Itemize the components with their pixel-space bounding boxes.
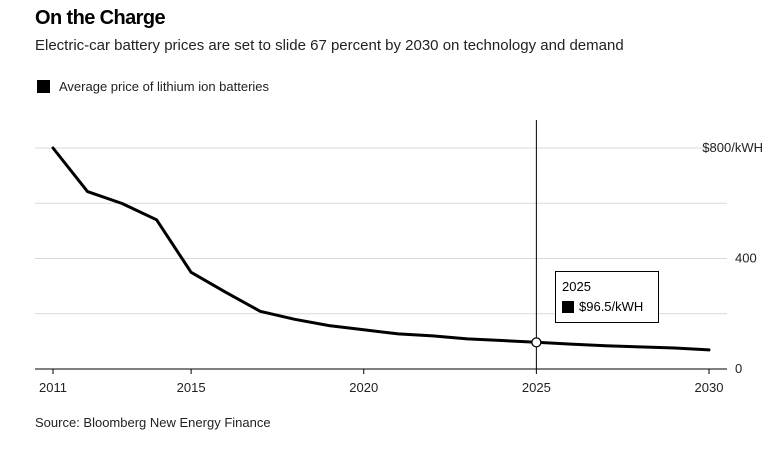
hover-tooltip: 2025 $96.5/kWH [555,271,659,323]
x-tick-label: 2011 [39,380,67,395]
y-tick-label: 0 [735,361,742,376]
chart-legend: Average price of lithium ion batteries [37,79,269,94]
x-tick-label: 2025 [522,380,551,395]
legend-label: Average price of lithium ion batteries [59,79,270,94]
series-line [51,146,711,352]
tooltip-year: 2025 [562,279,591,294]
x-tick-label: 2015 [177,380,206,395]
y-tick-label: 400 [735,251,757,266]
x-tick-label: 2020 [349,380,378,395]
chart-source: Source: Bloomberg New Energy Finance [35,415,271,430]
y-tick-label: $800/kWH [702,140,763,155]
x-tick-label: 2030 [695,380,724,395]
tooltip-value-row: $96.5/kWH [562,299,658,314]
tooltip-swatch [562,300,574,313]
legend-swatch [37,80,50,93]
chart-title: On the Charge [35,7,166,29]
hover-point [531,337,542,348]
tooltip-value: $96.5/kWH [579,299,644,314]
chart-subtitle: Electric-car battery prices are set to s… [35,37,624,54]
